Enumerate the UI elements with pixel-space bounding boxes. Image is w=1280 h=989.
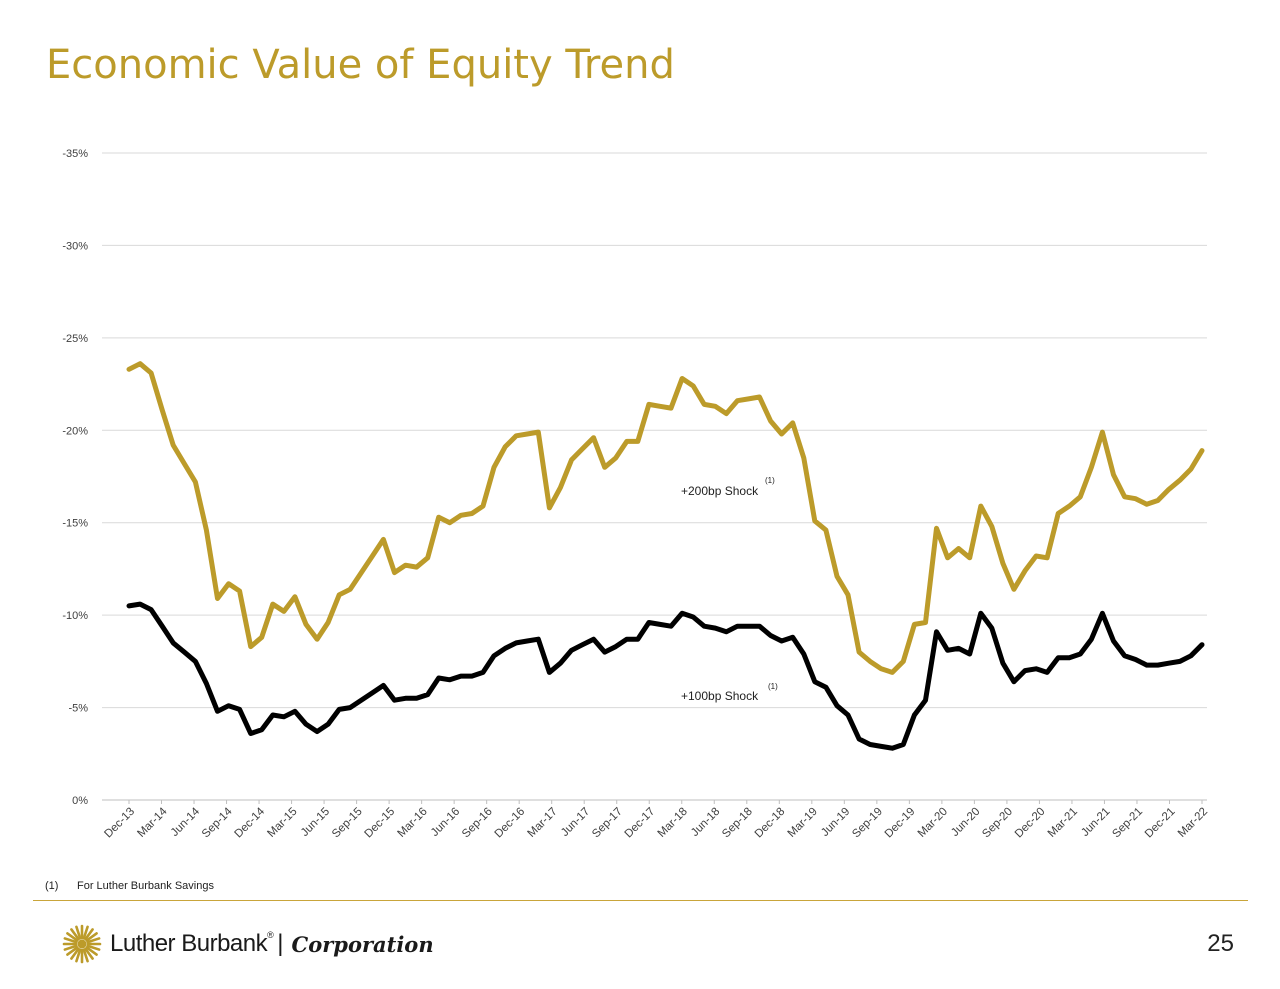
x-tick-label: Mar-16 [396, 806, 430, 840]
x-tick-label: Dec-17 [623, 806, 658, 841]
x-tick-label: Dec-14 [232, 805, 267, 840]
sunburst-ray [70, 928, 80, 941]
y-tick-label: 0% [72, 795, 88, 807]
sunburst-ray [86, 944, 101, 951]
sunburst-ray [63, 937, 78, 944]
brand-separator: | [277, 930, 284, 957]
x-tick-label: Jun-20 [949, 806, 982, 839]
x-tick-label: Mar-19 [786, 806, 820, 840]
series-labels: +200bp Shock (1) +100bp Shock (1) [681, 476, 778, 703]
x-tick-label: Mar-17 [526, 806, 560, 840]
sunburst-ray [75, 925, 82, 940]
evee-trend-chart: 0%-5%-10%-15%-20%-25%-30%-35% Dec-13Mar-… [62, 148, 1210, 840]
x-tick-label: Jun-17 [559, 806, 592, 839]
x-tick-label: Dec-19 [883, 806, 918, 841]
brand-name: Luther Burbank® [110, 930, 274, 958]
x-tick-label: Mar-15 [265, 806, 299, 840]
x-tick-label: Jun-14 [169, 805, 203, 839]
sunburst-ray [84, 928, 94, 941]
series-label: +100bp Shock [681, 689, 759, 703]
x-tick-label: Jun-21 [1079, 806, 1112, 839]
x-tick-label: Dec-18 [753, 806, 788, 841]
y-tick-label: -30% [62, 240, 88, 252]
chart-gridlines [102, 152, 1207, 801]
sunburst-ray [82, 948, 89, 963]
x-tick-label: Dec-20 [1013, 806, 1048, 841]
x-tick-label: Dec-15 [363, 806, 398, 841]
footnote: (1) For Luther Burbank Savings [45, 880, 214, 892]
x-tick-label: Sep-20 [980, 806, 1015, 841]
sunburst-ray [66, 946, 79, 956]
x-tick-label: Mar-14 [135, 805, 170, 840]
sunburst-ray [86, 937, 101, 944]
x-tick-label: Dec-13 [102, 806, 137, 841]
x-tick-label: Dec-21 [1143, 806, 1178, 841]
y-tick-label: -10% [62, 610, 88, 622]
x-tick-label: Sep-17 [590, 806, 625, 841]
x-tick-label: Sep-18 [720, 806, 755, 841]
series-line-100bp [126, 601, 1205, 751]
series-label: +200bp Shock [681, 484, 759, 498]
x-tick-label: Mar-22 [1176, 806, 1210, 840]
footer-divider [33, 900, 1248, 901]
x-tick-label: Sep-19 [850, 806, 885, 841]
series-line-200bp [126, 361, 1205, 675]
brand-corporation: Corporation [291, 931, 434, 957]
x-tick-label: Dec-16 [493, 806, 528, 841]
x-tick-label: Jun-15 [299, 806, 332, 839]
x-tick-label: Sep-21 [1110, 806, 1145, 841]
x-tick-label: Jun-16 [429, 806, 462, 839]
page-number: 25 [1207, 930, 1234, 957]
sunburst-ray [85, 932, 98, 942]
sunburst-ray [75, 948, 82, 963]
x-tick-label: Mar-21 [1046, 806, 1080, 840]
page-title: Economic Value of Equity Trend [46, 42, 675, 88]
x-tick-label: Sep-16 [460, 806, 495, 841]
sunburst-ray [66, 932, 79, 942]
y-tick-label: -5% [68, 703, 88, 715]
footnote-text: For Luther Burbank Savings [77, 880, 214, 892]
y-tick-label: -35% [62, 148, 88, 160]
x-tick-label: Mar-18 [656, 806, 690, 840]
sunburst-ray [63, 944, 78, 951]
y-tick-label: -15% [62, 518, 88, 530]
x-tick-label: Jun-18 [689, 806, 722, 839]
y-tick-label: -20% [62, 425, 88, 437]
sunburst-ray [85, 946, 98, 956]
series-label-footnote-marker: (1) [768, 682, 778, 691]
company-logo: Luther Burbank® | Corporation [62, 922, 434, 966]
y-tick-label: -25% [62, 333, 88, 345]
x-tick-label: Mar-20 [916, 806, 950, 840]
x-tick-label: Jun-19 [819, 806, 852, 839]
sunburst-ray [70, 947, 80, 960]
series-label-footnote-marker: (1) [765, 476, 775, 485]
sunburst-icon [62, 924, 102, 964]
x-tick-label: Sep-15 [330, 806, 365, 841]
chart-series [126, 361, 1205, 751]
y-axis: 0% -5% -10% -15% -20% -25% -30% -35% [62, 148, 88, 807]
brand-name-text: Luther Burbank [110, 930, 268, 957]
registered-mark: ® [267, 930, 274, 940]
x-tick-label: Sep-14 [200, 805, 235, 840]
sunburst-ray [82, 925, 89, 940]
footnote-marker: (1) [45, 880, 59, 892]
sunburst-ray [84, 947, 94, 960]
